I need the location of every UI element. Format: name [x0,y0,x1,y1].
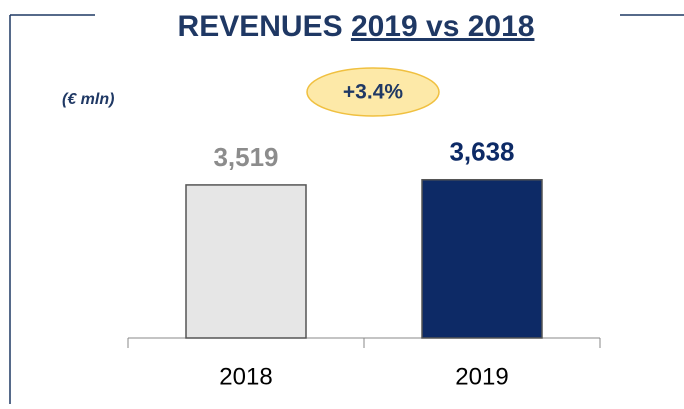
bar [421,178,543,339]
value-label: 3,519 [213,142,278,172]
title-part: 2019 vs 2018 [351,10,535,43]
x-tick-label: 2018 [219,363,272,390]
annotation-bubble [306,67,440,117]
x-tick-label: 2019 [455,363,508,390]
value-label: 3,638 [449,137,514,167]
title-part: REVENUES [178,10,343,43]
annotation: +3.4% [343,81,403,104]
subtitle: (€ mln) [62,91,114,108]
chart-title: REVENUES 2019 vs 2018 [178,10,535,43]
bar [185,184,307,339]
